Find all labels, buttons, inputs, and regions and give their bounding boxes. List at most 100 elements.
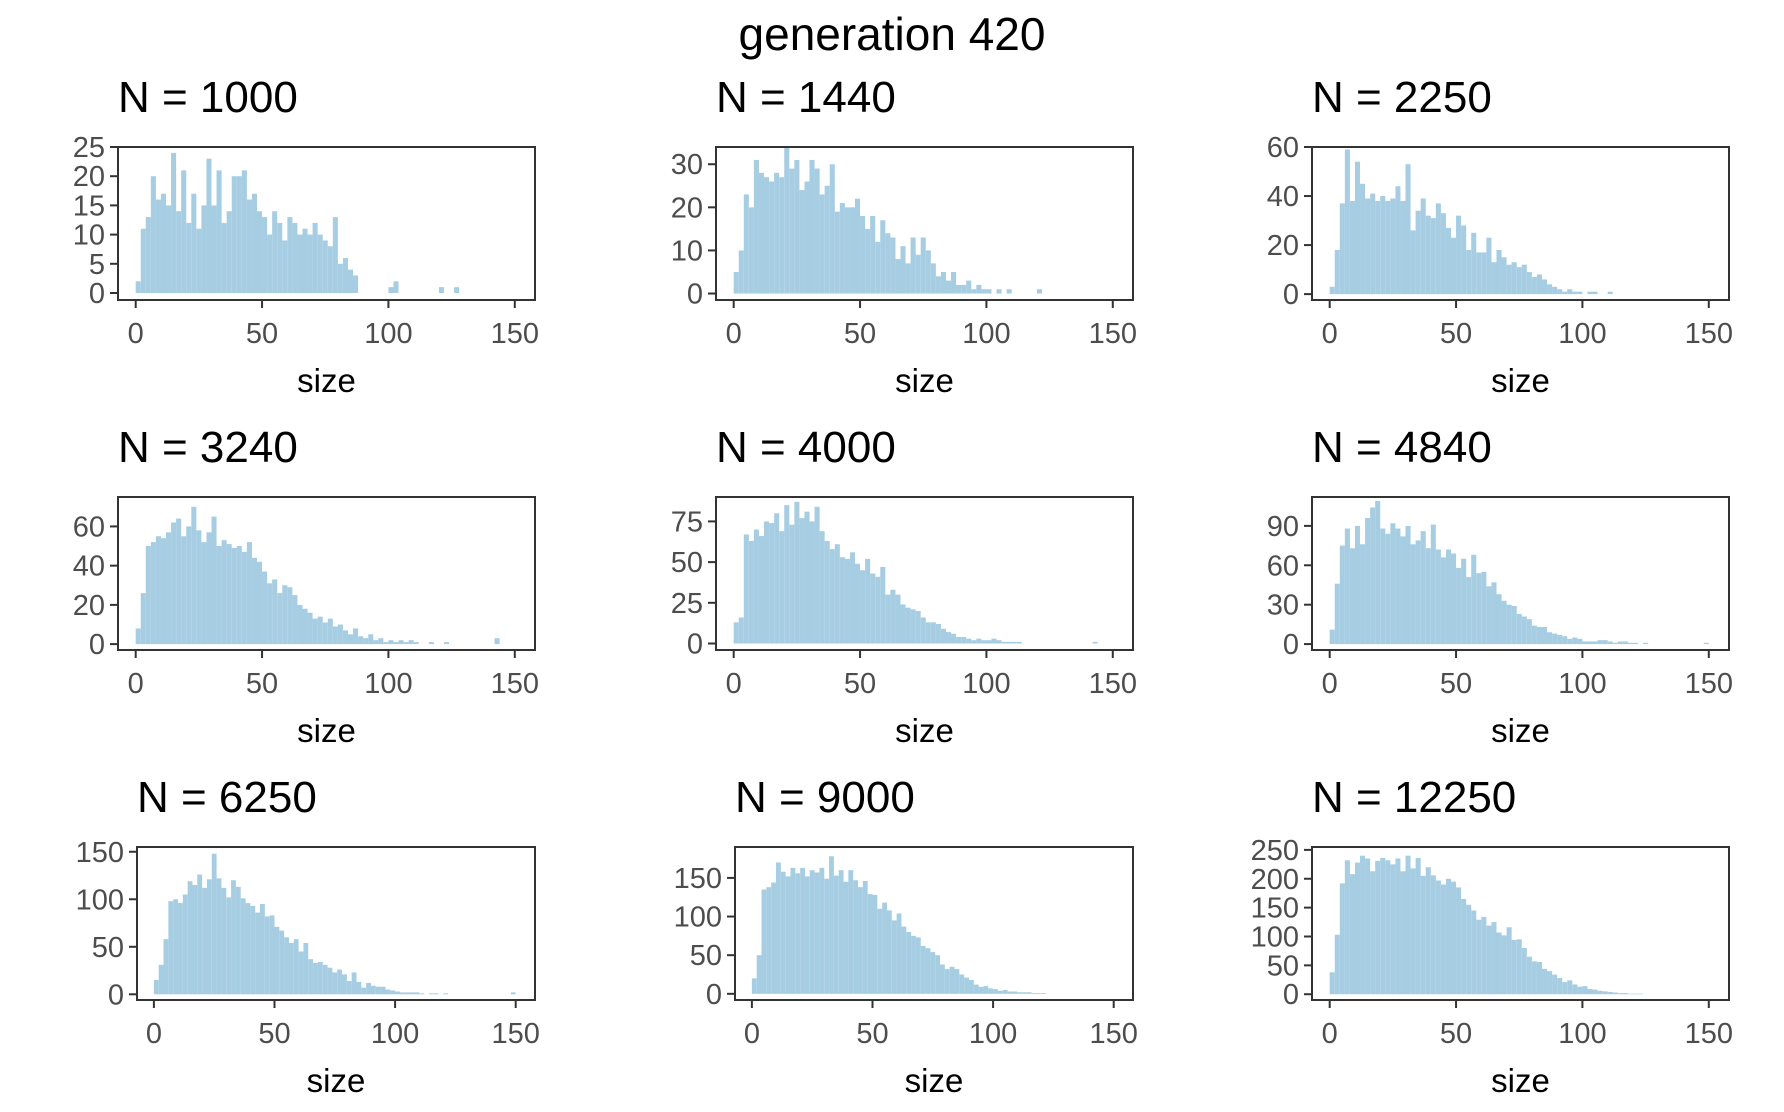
histogram-bar	[858, 887, 863, 994]
histogram-bar	[211, 853, 217, 995]
histogram-panel: N = 4000 0 25 50 75 0 50 100 150 size	[671, 423, 1137, 749]
histogram-bar	[201, 205, 207, 293]
x-tick-label: 100	[364, 318, 412, 350]
histogram-bar	[363, 638, 369, 645]
histogram-bar	[1435, 549, 1441, 645]
x-tick-label: 150	[492, 1018, 540, 1050]
histogram-bar	[756, 955, 762, 994]
histogram-bar	[1405, 855, 1411, 995]
histogram-bar	[1026, 992, 1032, 994]
histogram-bar	[1516, 613, 1522, 645]
histogram-bar	[769, 523, 775, 644]
histogram-bar	[1521, 616, 1527, 645]
histogram-bar	[1607, 641, 1613, 645]
y-tick-label: 150	[76, 837, 124, 869]
histogram-bar	[890, 589, 896, 644]
x-axis-label: size	[895, 362, 954, 399]
y-tick-label: 250	[1251, 835, 1299, 867]
x-axis-label: size	[307, 1062, 366, 1099]
y-tick-label: 0	[687, 628, 703, 660]
histogram-bar	[824, 185, 830, 294]
histogram-bar	[1536, 961, 1542, 995]
histogram-bar	[1390, 198, 1396, 295]
histogram-bar	[1365, 198, 1371, 295]
histogram-bar	[784, 505, 790, 644]
histogram-bar	[800, 867, 805, 994]
histogram-bar	[293, 939, 299, 995]
histogram-bar	[1354, 862, 1361, 995]
histogram-bar	[206, 158, 212, 293]
histogram-bar	[419, 993, 425, 995]
histogram-bar	[738, 617, 744, 644]
histogram-bar	[1349, 548, 1355, 645]
histogram-bar	[176, 518, 182, 645]
histogram-bar	[1036, 289, 1043, 294]
histogram-bar	[1703, 642, 1709, 645]
histogram-bar	[973, 984, 979, 994]
x-axis-label: size	[1491, 362, 1550, 399]
x-tick-label: 0	[128, 318, 144, 350]
histogram-bar	[956, 636, 962, 644]
y-tick-label: 200	[1251, 864, 1299, 896]
histogram-bar	[182, 894, 188, 995]
histogram-bar	[197, 874, 203, 995]
histogram-bar	[954, 969, 960, 994]
histogram-bar	[1612, 992, 1618, 995]
histogram-bar	[216, 170, 222, 293]
histogram-bar	[1557, 978, 1563, 995]
histogram-bar	[1496, 594, 1502, 645]
histogram-bar	[1451, 553, 1457, 645]
histogram-bar	[173, 899, 178, 995]
histogram-bar	[910, 237, 916, 294]
histogram-bar	[804, 876, 810, 994]
histogram-bar	[163, 939, 169, 995]
histogram-bar	[1440, 557, 1446, 645]
histogram-bar	[145, 546, 151, 645]
y-tick-label: 100	[76, 884, 124, 916]
histogram-bar	[1476, 919, 1482, 995]
histogram-bar	[1370, 507, 1376, 645]
histogram-bar	[809, 870, 815, 994]
histogram-bar	[414, 992, 420, 995]
histogram-bar	[1643, 642, 1649, 645]
histogram-bar	[398, 640, 404, 645]
histogram-bar	[1456, 887, 1462, 995]
histogram-bar	[839, 557, 845, 644]
histogram-bar	[1041, 993, 1047, 994]
y-tick-label: 25	[671, 588, 703, 620]
histogram-bar	[920, 945, 926, 994]
histogram-bar	[1440, 213, 1446, 295]
histogram-bar	[779, 177, 785, 294]
histogram-bar	[1486, 237, 1492, 295]
histogram-panel: N = 4840 0 30 60 90 0 50 100 150 size	[1267, 423, 1733, 749]
histogram-bar	[1552, 633, 1558, 645]
histogram-bar	[272, 579, 278, 645]
histogram-bar	[766, 887, 772, 994]
histogram-bar	[287, 587, 293, 645]
histogram-bar	[260, 904, 265, 995]
histogram-bar	[915, 254, 921, 294]
histogram-bar	[1592, 641, 1598, 645]
x-tick-label: 150	[1090, 1018, 1138, 1050]
histogram-bar	[1360, 855, 1366, 995]
y-tick-label: 20	[671, 192, 703, 224]
y-tick-label: 100	[674, 902, 722, 934]
histogram-bar	[403, 642, 409, 645]
histogram-bar	[753, 529, 759, 644]
histogram-bar	[510, 992, 516, 995]
y-tick-label: 50	[1267, 950, 1299, 982]
histogram-bar	[272, 211, 278, 293]
histogram-bar	[911, 935, 916, 994]
histogram-bar	[347, 269, 354, 293]
histogram-bar	[1349, 200, 1355, 295]
x-tick-label: 150	[491, 668, 539, 700]
histogram-bar	[860, 215, 866, 294]
histogram-bar	[388, 287, 394, 293]
x-tick-label: 150	[1089, 668, 1137, 700]
histogram-bar	[380, 986, 386, 995]
histogram-bar	[877, 908, 883, 994]
histogram-bar	[945, 632, 952, 644]
y-tick-label: 50	[690, 940, 722, 972]
